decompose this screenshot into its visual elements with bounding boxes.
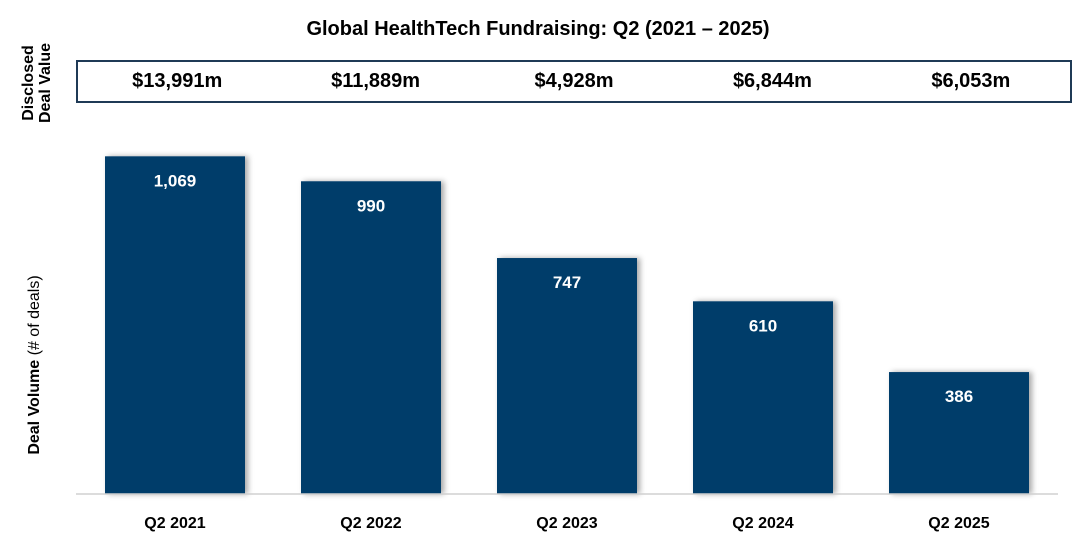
deal-value-box: $13,991m $11,889m $4,928m $6,844m $6,053… — [76, 60, 1072, 103]
x-tick-label: Q2 2022 — [340, 515, 401, 532]
bar — [301, 181, 441, 494]
bar — [105, 156, 245, 494]
data-label: 386 — [945, 387, 973, 406]
bar — [693, 301, 833, 494]
x-tick-label: Q2 2024 — [732, 515, 793, 532]
data-label: 610 — [749, 316, 777, 335]
data-label: 747 — [553, 273, 581, 292]
deal-value-cell: $6,844m — [732, 70, 812, 92]
x-tick-label: Q2 2025 — [928, 515, 989, 532]
deal-value-cell: $6,053m — [931, 70, 1011, 92]
deal-value-cell: $11,889m — [331, 70, 421, 92]
data-label: 1,069 — [154, 171, 197, 190]
chart-title: Global HealthTech Fundraising: Q2 (2021 … — [306, 18, 770, 40]
deal-value-cell: $13,991m — [132, 70, 223, 92]
bar — [497, 258, 637, 494]
data-label: 990 — [357, 196, 385, 215]
x-tick-label: Q2 2023 — [536, 515, 597, 532]
x-tick-label: Q2 2021 — [144, 515, 205, 532]
deal-value-cell: $4,928m — [534, 70, 614, 92]
bar — [889, 372, 1029, 494]
